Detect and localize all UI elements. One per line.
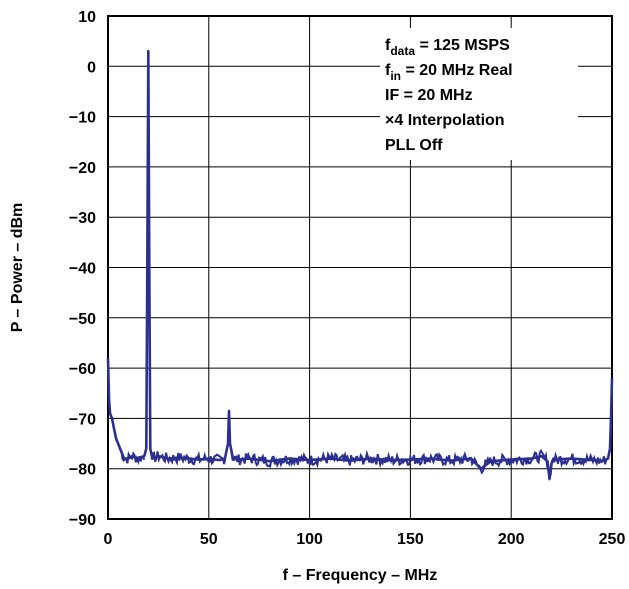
x-tick-label: 100 — [296, 531, 323, 548]
y-tick-label: −70 — [69, 411, 96, 428]
x-tick-label: 150 — [397, 531, 424, 548]
x-tick-label: 200 — [498, 531, 525, 548]
plot-frame — [107, 15, 613, 520]
x-tick-label: 50 — [200, 531, 218, 548]
annotation-line: ×4 Interpolation — [385, 112, 505, 129]
y-tick-label: −50 — [69, 311, 96, 328]
noise-floor-path — [119, 448, 608, 482]
y-tick-label: −60 — [69, 361, 96, 378]
annotation-background — [380, 28, 578, 160]
y-tick-label: −10 — [69, 110, 96, 127]
y-tick-label: −90 — [69, 512, 96, 529]
y-tick-labels: 10 0 −10 −20 −30 −40 −50 −60 −70 −80 −90 — [69, 9, 96, 529]
y-tick-label: 0 — [87, 59, 96, 76]
annotation-line: IF = 20 MHz — [385, 87, 473, 104]
noise-floor-trace — [119, 448, 608, 482]
annotation-line: fdata = 125 MSPS — [385, 37, 510, 58]
x-tick-labels: 0 50 100 150 200 250 — [104, 531, 626, 548]
y-tick-label: −30 — [69, 210, 96, 227]
y-tick-label: −20 — [69, 160, 96, 177]
y-tick-label: 10 — [78, 9, 96, 26]
y-axis-label: P – Power – dBm — [9, 203, 26, 333]
annotation-line: fin = 20 MHz Real — [385, 62, 513, 83]
annotation-box: fdata = 125 MSPS fin = 20 MHz Real IF = 20… — [380, 28, 578, 160]
annotation-line: PLL Off — [385, 137, 443, 154]
x-tick-label: 250 — [599, 531, 626, 548]
x-tick-label: 0 — [104, 531, 113, 548]
y-tick-label: −40 — [69, 261, 96, 278]
x-axis-label: f – Frequency – MHz — [283, 567, 438, 584]
y-tick-label: −80 — [69, 462, 96, 479]
